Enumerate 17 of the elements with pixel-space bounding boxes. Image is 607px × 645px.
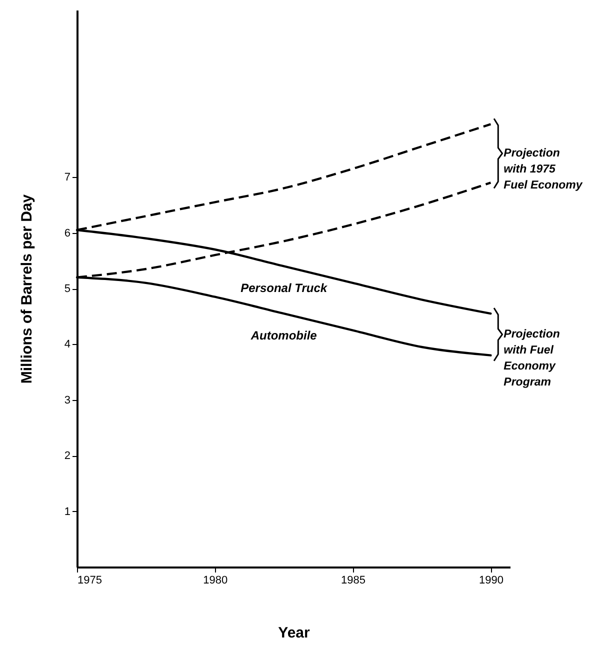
annotation: Projection with Fuel Economy Program bbox=[504, 328, 560, 388]
y-tick-label: 3 bbox=[64, 394, 70, 406]
annotation: Projection with 1975 Fuel Economy bbox=[504, 147, 583, 192]
y-tick-label: 6 bbox=[64, 227, 70, 240]
y-axis-title: Millions of Barrels per Day bbox=[18, 194, 36, 384]
y-tick-label: 2 bbox=[64, 450, 70, 462]
y-tick-label: 4 bbox=[64, 338, 70, 351]
y-tick-label: 5 bbox=[64, 283, 70, 295]
series-label: Personal Truck bbox=[240, 281, 328, 296]
x-axis-title: Year bbox=[278, 624, 310, 642]
x-tick-label: 1985 bbox=[341, 574, 366, 586]
series-label: Automobile bbox=[250, 328, 318, 343]
x-tick-label: 1980 bbox=[203, 574, 228, 586]
x-tick-label: 1990 bbox=[478, 574, 504, 586]
x-tick-label: 1975 bbox=[78, 574, 102, 586]
y-tick-label: 1 bbox=[64, 506, 70, 518]
y-tick-label: 7 bbox=[64, 172, 70, 184]
